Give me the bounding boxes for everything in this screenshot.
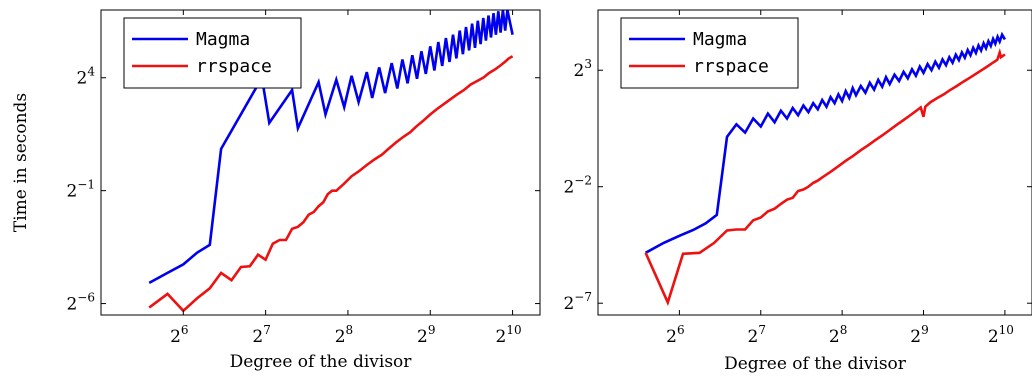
x-tick-label: 26 — [666, 323, 684, 347]
series-line-magma — [644, 31, 1007, 254]
y-tick-label: 2−1 — [66, 178, 95, 202]
legend: Magma rrspace — [123, 17, 302, 89]
x-tick-label: 29 — [417, 323, 435, 347]
legend: Magma rrspace — [620, 17, 799, 89]
y-tick-label: 2−7 — [563, 290, 592, 314]
y-tick-label: 2−2 — [563, 174, 592, 198]
series-line-magma — [148, 10, 514, 285]
y-tick-label: 24 — [77, 65, 96, 89]
series-line-rrspace — [148, 55, 514, 313]
x-axis-title: Degree of the divisor — [230, 352, 413, 372]
x-tick-label: 29 — [910, 323, 928, 347]
y-axis-title: Time in seconds — [11, 93, 31, 232]
legend-box — [620, 17, 799, 89]
x-tick-label: 210 — [988, 323, 1014, 347]
x-tick-label: 27 — [748, 323, 766, 347]
x-tick-label: 210 — [496, 323, 522, 347]
x-tick-label: 27 — [252, 323, 270, 347]
y-tick-label: 2−6 — [66, 291, 95, 315]
legend-box — [123, 17, 302, 89]
plot-frame — [100, 9, 541, 316]
y-tick-label: 23 — [574, 57, 592, 81]
plot-frame — [597, 9, 1032, 316]
series-line-rrspace — [644, 48, 1006, 307]
x-tick-label: 26 — [170, 323, 188, 347]
chart-panel-left: 26 27 28 29 210 2−6 2−1 24 Degree of the divisor… — [11, 9, 541, 372]
chart-panel-right: 26 27 28 29 210 2−7 2−2 23 Degree of the divisor… — [563, 9, 1032, 374]
legend-label: Magma — [196, 29, 250, 50]
x-tick-label: 28 — [335, 323, 353, 347]
x-axis-title: Degree of the divisor — [724, 354, 907, 374]
legend-label: Magma — [693, 29, 747, 50]
legend-label: rrspace — [693, 56, 769, 77]
x-tick-label: 28 — [829, 323, 847, 347]
legend-label: rrspace — [196, 56, 272, 77]
